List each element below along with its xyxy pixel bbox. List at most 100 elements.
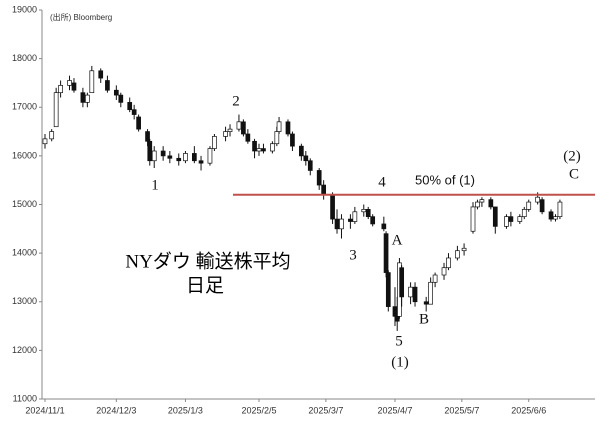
candle-body [192,153,197,162]
candle-body [274,131,280,145]
candle-body [455,250,460,259]
candle-body [223,131,228,137]
candle-body [261,148,266,152]
x-tick-label: 2025/4/7 [377,405,412,415]
candle-body [470,206,476,232]
x-tick-label: 2024/11/1 [25,405,64,415]
annotation: 4 [378,174,386,190]
candle-body [321,184,326,196]
candle-body [299,145,304,157]
candle-body [67,80,72,86]
candle-body [49,131,55,140]
candle-body [136,116,141,130]
candle-body [227,128,233,132]
candle-body [385,272,391,307]
candle-body [89,70,95,94]
annotation: 5 [395,333,403,349]
candle-body [270,143,275,152]
candle-body [58,85,63,94]
candle-body [381,223,387,230]
chart-title: NYダウ 輸送株平均 [125,250,290,272]
y-tick-label: 17000 [12,102,37,112]
candle-body [334,218,340,230]
candle-body [276,121,282,132]
candle-body [508,216,514,222]
y-tick-label: 16000 [12,150,37,160]
candle-body [98,70,104,79]
candle-body [212,136,217,149]
candle-body [330,194,335,220]
x-tick-label: 2024/12/3 [96,405,136,415]
candle-body [441,267,447,276]
candle-body [198,160,204,164]
y-tick-label: 15000 [12,199,37,209]
annotation: A [392,232,403,248]
chart-subtitle: 日足 [186,275,224,296]
candle-body [183,153,188,162]
annotation: 2 [232,93,240,109]
candle-body [85,94,90,103]
candle-body [176,157,182,162]
candle-body [316,170,322,186]
candle-body [488,199,494,208]
candle-body [408,286,413,298]
candle-body [553,216,558,220]
candle-body [526,201,532,210]
candle-body [352,211,358,222]
source: (出所) Bloomberg [50,12,112,22]
y-tick-label: 13000 [12,296,37,306]
candle-body [504,216,509,227]
candle-body [252,140,257,152]
annotation: 1 [151,177,159,193]
annotation: C [569,166,579,182]
candle-body [53,92,59,128]
candle-body [145,131,150,142]
candle-body [432,274,438,283]
candle-body [307,160,313,171]
candle-body [479,199,485,203]
x-tick-label: 2025/6/6 [511,405,546,415]
candle-body [118,94,124,103]
candle-body [394,315,400,322]
x-tick-label: 2025/5/7 [444,405,479,415]
candle-body [105,80,110,91]
candle-body [167,155,173,159]
candle-body [131,109,137,115]
candle-body [412,286,418,303]
candle-body [285,121,291,135]
candle-body [517,216,523,222]
candle-body [71,82,77,91]
candle-body [151,150,157,162]
candle-body [475,201,480,208]
candle-body [207,148,213,164]
candle-body [147,140,153,162]
candle-body [160,150,166,157]
candle-body [383,233,389,273]
candle-body [42,138,48,145]
y-tick-label: 12000 [12,345,37,355]
candle-body [539,199,545,213]
candle-body [127,102,133,111]
y-tick-label: 14000 [12,248,37,258]
candle-body [461,247,467,252]
candle-body [339,218,344,230]
annotation: (1) [391,354,409,370]
candle-body [113,89,119,96]
candle-body [521,209,527,218]
candle-body [256,148,262,152]
candle-body [535,196,540,203]
y-tick-label: 18000 [12,53,37,63]
candle-body [428,281,433,305]
candle-body [290,133,295,147]
candle-body [348,218,353,222]
annotation: B [419,311,429,327]
candle-body [245,133,251,142]
candle-body [370,216,376,225]
x-tick-label: 2025/2/5 [241,405,276,415]
candle-body [303,155,309,162]
candle-body [236,121,242,130]
candle-body [492,206,498,227]
annotation: 50% of (1) [415,172,475,187]
x-tick-label: 2025/1/3 [168,405,203,415]
